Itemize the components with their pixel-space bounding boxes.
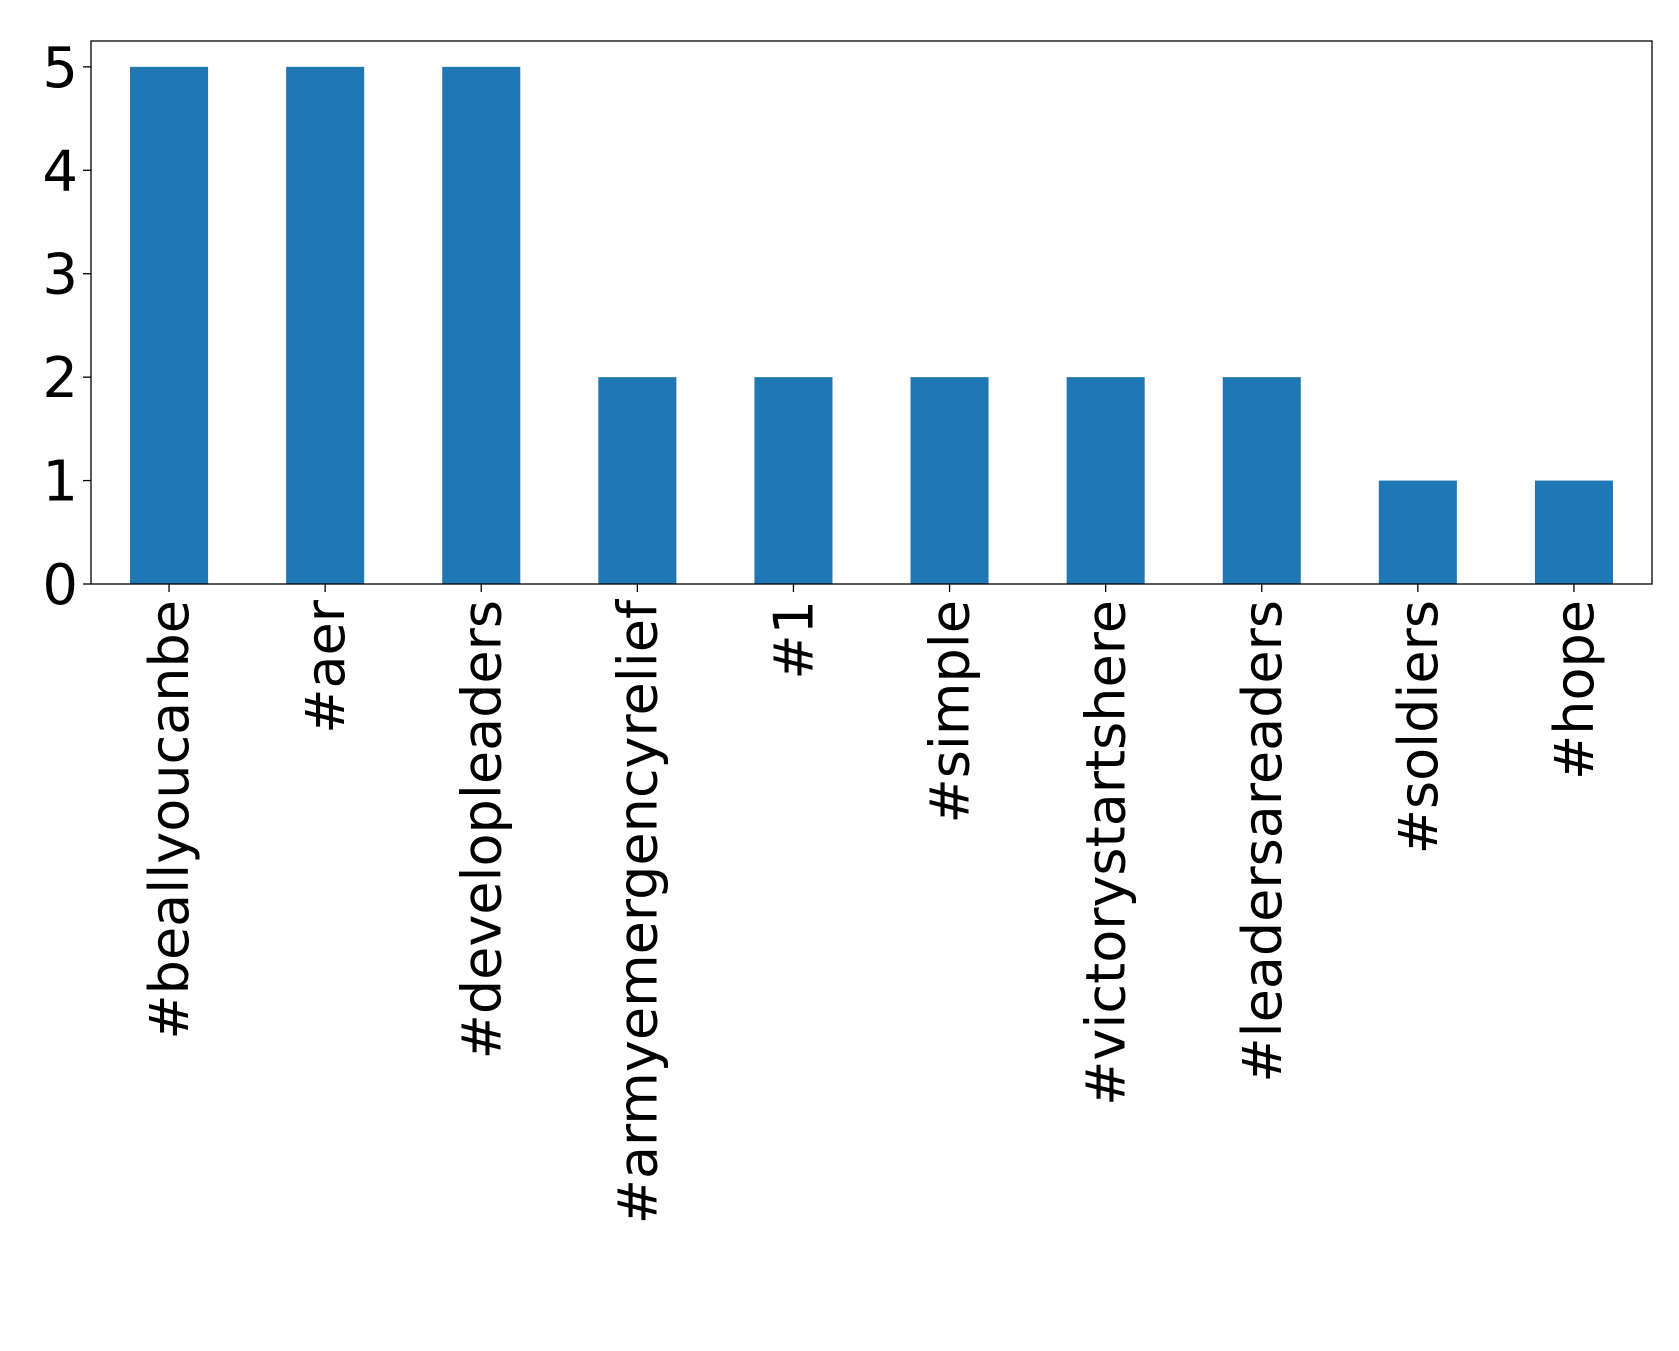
y-tick-label-0: 0 <box>42 553 78 618</box>
x-tick-label-9: #hope <box>1543 600 1606 780</box>
y-tick-label-4: 4 <box>42 139 78 204</box>
bar-3 <box>598 377 677 584</box>
x-tick-label-7: #leadersareaders <box>1231 600 1294 1083</box>
y-tick-label-3: 3 <box>42 243 78 308</box>
x-axis: #beallyoucanbe #aer #developleaders #armyem… <box>138 584 1606 1224</box>
bar-2 <box>442 66 521 585</box>
bar-7 <box>1222 377 1301 584</box>
y-tick-label-1: 1 <box>42 450 78 515</box>
bar-8 <box>1378 480 1457 584</box>
y-axis: 0 1 2 3 4 5 <box>42 36 91 618</box>
bar-5 <box>910 377 989 584</box>
bar-4 <box>754 377 833 584</box>
x-tick-label-2: #developleaders <box>450 600 513 1059</box>
x-tick-label-1: #aer <box>294 599 357 734</box>
bar-9 <box>1534 480 1613 584</box>
plot-frame <box>90 40 1653 585</box>
bar-1 <box>286 66 365 585</box>
x-tick-label-6: #victorystartshere <box>1075 600 1138 1106</box>
x-tick-label-5: #simple <box>919 600 982 824</box>
x-tick-label-0: #beallyoucanbe <box>138 600 201 1040</box>
bar-6 <box>1066 377 1145 584</box>
y-tick-label-2: 2 <box>42 346 78 411</box>
x-tick-label-3: #armyemergencyrelief <box>606 598 669 1224</box>
y-tick-label-5: 5 <box>42 36 78 101</box>
bars-group <box>130 66 1613 585</box>
x-tick-label-8: #soldiers <box>1387 600 1450 854</box>
x-tick-label-4: #1 <box>762 600 825 680</box>
bar-0 <box>130 66 209 585</box>
